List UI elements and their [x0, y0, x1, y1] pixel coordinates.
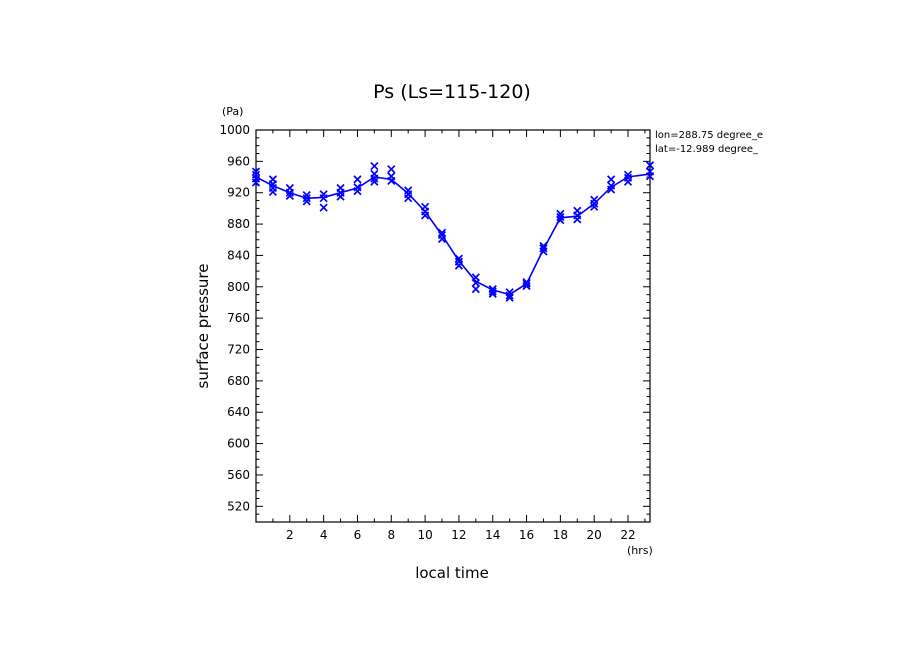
x-tick-label: 18: [553, 528, 568, 542]
data-point-marker: [556, 212, 565, 222]
y-unit-label: (Pa): [222, 105, 243, 118]
y-tick-label: 1000: [219, 123, 250, 137]
data-point-marker: [573, 215, 582, 224]
x-tick-label: 10: [417, 528, 432, 542]
data-point-marker: [353, 187, 362, 196]
data-point-marker: [522, 281, 531, 291]
y-tick-label: 960: [227, 154, 250, 168]
x-tick-label: 20: [587, 528, 602, 542]
data-point-marker: [319, 194, 328, 203]
annotation-lon: lon=288.75 degree_e: [655, 130, 763, 141]
y-tick-label: 600: [227, 437, 250, 451]
x-tick-label: 8: [387, 528, 395, 542]
data-point-marker: [251, 167, 261, 176]
series-markers: [251, 161, 655, 302]
data-point-marker: [302, 197, 311, 206]
x-tick-label: 4: [320, 528, 328, 542]
x-unit-label: (hrs): [627, 544, 653, 557]
data-point-marker: [607, 185, 616, 194]
y-tick-label: 680: [227, 374, 250, 388]
x-tick-label: 16: [519, 528, 534, 542]
data-point-marker: [319, 203, 328, 212]
axis-tick-labels: 520 560 600 640 680 720 760 800 840 880 920 960 1000…: [219, 123, 635, 542]
data-point-marker: [387, 165, 396, 174]
data-point-marker: [420, 211, 430, 220]
series-line-group: [255, 173, 651, 296]
data-point-marker: [522, 279, 531, 288]
x-tick-label: 12: [451, 528, 466, 542]
data-point-marker: [471, 285, 480, 294]
x-tick-label: 6: [354, 528, 362, 542]
axis-ticks: [256, 129, 650, 523]
data-point-marker: [623, 170, 633, 179]
data-point-marker: [539, 244, 548, 253]
data-point-marker: [370, 161, 379, 171]
y-tick-label: 640: [227, 405, 250, 419]
data-point-marker: [556, 216, 565, 225]
data-point-marker: [471, 278, 480, 287]
y-tick-label: 920: [227, 186, 250, 200]
x-tick-label: 14: [485, 528, 500, 542]
data-point-marker: [539, 247, 548, 256]
data-point-marker: [404, 194, 413, 203]
data-point-marker: [556, 209, 565, 218]
data-point-marker: [590, 202, 599, 211]
x-tick-label: 22: [620, 528, 635, 542]
y-tick-label: 520: [227, 499, 250, 513]
data-point-marker: [590, 199, 599, 208]
data-point-marker: [302, 190, 311, 200]
chart-title: Ps (Ls=115-120): [373, 81, 531, 103]
y-tick-label: 800: [227, 280, 250, 294]
data-point-marker: [353, 175, 362, 184]
y-tick-label: 880: [227, 217, 250, 231]
data-point-marker: [505, 293, 514, 302]
data-point-marker: [488, 287, 497, 296]
y-tick-label: 760: [227, 311, 250, 325]
data-point-marker: [437, 234, 447, 244]
plot-frame: [255, 129, 651, 523]
data-point-marker: [285, 188, 294, 197]
data-point-marker: [645, 172, 655, 181]
y-axis-title: surface pressure: [194, 264, 212, 389]
x-tick-label: 2: [286, 528, 294, 542]
data-point-marker: [370, 174, 379, 183]
data-point-marker: [251, 178, 261, 187]
annotation-lat: lat=-12.989 degree_: [655, 144, 759, 155]
data-point-marker: [370, 177, 379, 186]
data-point-marker: [623, 177, 633, 186]
data-point-marker: [607, 175, 616, 184]
data-point-marker: [437, 228, 447, 237]
data-point-marker: [645, 161, 655, 170]
y-tick-label: 720: [227, 343, 250, 357]
data-point-marker: [454, 261, 464, 270]
data-point-marker: [387, 176, 396, 186]
data-point-marker: [285, 191, 294, 200]
series-line: [255, 173, 651, 296]
y-tick-label: 560: [227, 468, 250, 482]
data-point-marker: [488, 289, 497, 298]
data-point-marker: [454, 254, 464, 263]
x-axis-title: local time: [415, 564, 489, 582]
data-point-marker: [336, 192, 345, 201]
data-point-marker: [268, 187, 278, 197]
data-point-marker: [302, 194, 311, 203]
y-tick-label: 840: [227, 248, 250, 262]
data-point-marker: [505, 291, 514, 300]
